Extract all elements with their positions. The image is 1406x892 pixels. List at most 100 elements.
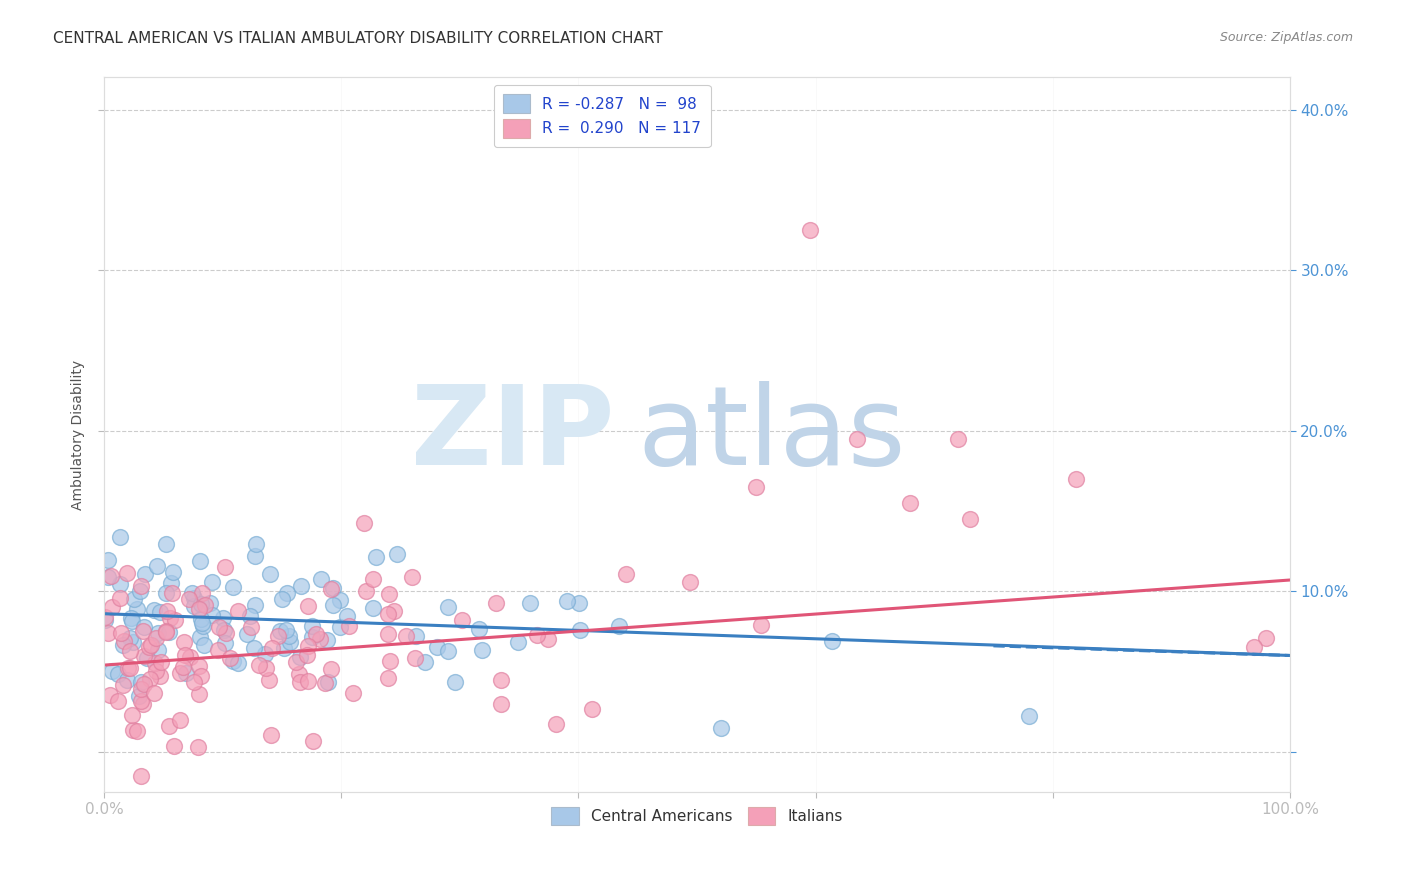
Point [180, 586, 202, 600]
Point [201, 575, 224, 590]
Point [214, 626, 236, 640]
Point [260, 729, 283, 743]
Point [322, 598, 344, 612]
Point [236, 627, 259, 641]
Point [378, 587, 401, 601]
Point [288, 650, 311, 665]
Point [194, 598, 217, 612]
Point [134, 566, 156, 581]
Point [260, 640, 283, 655]
Point [125, 724, 148, 739]
Point [297, 599, 319, 613]
Point [139, 638, 162, 652]
Point [172, 660, 194, 674]
Point [155, 624, 177, 639]
Point [309, 632, 332, 646]
Point [526, 628, 548, 642]
Point [122, 635, 145, 649]
Point [377, 627, 399, 641]
Point [179, 650, 201, 665]
Point [183, 591, 205, 605]
Point [97, 625, 120, 640]
Point [169, 666, 191, 681]
Point [315, 632, 337, 647]
Point [846, 432, 869, 446]
Point [191, 615, 214, 630]
Point [129, 584, 152, 599]
Point [450, 613, 472, 627]
Point [245, 537, 267, 551]
Point [276, 586, 298, 600]
Point [316, 675, 339, 690]
Point [107, 667, 129, 681]
Point [377, 671, 399, 685]
Point [437, 600, 460, 615]
Point [239, 609, 262, 624]
Point [401, 570, 423, 584]
Point [122, 723, 145, 737]
Point [143, 603, 166, 617]
Point [176, 666, 198, 681]
Point [239, 619, 262, 633]
Point [679, 575, 702, 590]
Point [212, 623, 235, 637]
Point [284, 655, 307, 669]
Point [228, 604, 250, 618]
Point [135, 651, 157, 665]
Point [273, 640, 295, 655]
Point [366, 549, 388, 564]
Point [321, 662, 343, 676]
Point [297, 673, 319, 688]
Point [342, 686, 364, 700]
Point [121, 708, 143, 723]
Point [200, 596, 222, 610]
Point [187, 659, 209, 673]
Point [97, 570, 120, 584]
Point [163, 739, 186, 753]
Point [118, 661, 141, 675]
Point [257, 673, 280, 688]
Point [120, 631, 142, 645]
Point [413, 656, 436, 670]
Point [290, 579, 312, 593]
Point [361, 601, 384, 615]
Point [129, 674, 152, 689]
Point [183, 674, 205, 689]
Point [110, 626, 132, 640]
Point [125, 601, 148, 615]
Point [305, 627, 328, 641]
Point [145, 665, 167, 679]
Point [132, 620, 155, 634]
Point [149, 605, 172, 619]
Point [821, 634, 844, 648]
Point [138, 640, 160, 655]
Point [278, 634, 301, 648]
Point [160, 585, 183, 599]
Point [1243, 640, 1265, 655]
Point [207, 643, 229, 657]
Point [278, 629, 301, 643]
Point [149, 669, 172, 683]
Point [900, 496, 922, 510]
Point [98, 689, 121, 703]
Point [468, 622, 491, 636]
Point [555, 594, 578, 608]
Point [287, 666, 309, 681]
Point [208, 620, 231, 634]
Point [190, 597, 212, 611]
Point [749, 617, 772, 632]
Point [132, 676, 155, 690]
Point [108, 530, 131, 544]
Point [302, 734, 325, 748]
Point [100, 599, 122, 614]
Point [131, 694, 153, 708]
Point [139, 673, 162, 687]
Point [146, 559, 169, 574]
Y-axis label: Ambulatory Disability: Ambulatory Disability [72, 359, 86, 509]
Point [155, 537, 177, 551]
Point [159, 610, 181, 624]
Point [145, 631, 167, 645]
Point [1018, 709, 1040, 723]
Point [519, 596, 541, 610]
Point [377, 607, 399, 621]
